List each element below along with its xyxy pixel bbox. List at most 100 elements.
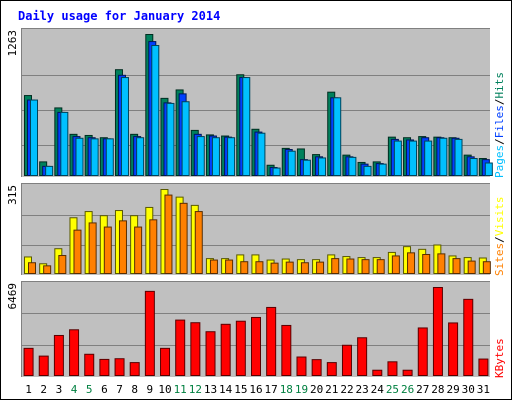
bar-pages-day-21 bbox=[333, 97, 342, 176]
x-tick-day-24: 24 bbox=[371, 383, 385, 396]
bar-kbytes-day-30 bbox=[463, 298, 474, 376]
bar-sites-day-22 bbox=[346, 258, 355, 275]
panel-1-ylabel: Pages/Files/Hits bbox=[493, 72, 506, 178]
bar-sites-day-7 bbox=[118, 220, 127, 274]
bar-pages-day-18 bbox=[287, 150, 296, 177]
x-tick-day-5: 5 bbox=[86, 383, 93, 396]
bar-pages-day-30 bbox=[469, 158, 478, 176]
bar-sites-day-17 bbox=[270, 262, 279, 275]
bar-pages-day-22 bbox=[348, 156, 357, 177]
bar-kbytes-day-21 bbox=[326, 362, 337, 377]
bar-sites-day-12 bbox=[194, 211, 203, 274]
panel-2-ylabel-part: / bbox=[493, 236, 506, 243]
bar-kbytes-day-27 bbox=[417, 327, 428, 377]
bar-pages-day-15 bbox=[242, 77, 251, 176]
series-sites bbox=[28, 194, 491, 275]
bar-kbytes-day-28 bbox=[432, 287, 443, 376]
bar-pages-day-6 bbox=[105, 138, 114, 176]
bar-sites-day-11 bbox=[179, 202, 188, 274]
bar-kbytes-day-14 bbox=[220, 323, 231, 377]
bar-pages-day-16 bbox=[257, 132, 266, 176]
bar-pages-day-11 bbox=[181, 101, 190, 176]
bar-kbytes-day-13 bbox=[205, 331, 216, 377]
bar-sites-day-28 bbox=[437, 253, 446, 274]
panel-1-ymax-label: 1263 bbox=[6, 30, 19, 57]
x-tick-day-12: 12 bbox=[189, 383, 202, 396]
bar-pages-day-24 bbox=[378, 163, 387, 176]
x-tick-day-18: 18 bbox=[280, 383, 293, 396]
bar-sites-day-3 bbox=[58, 255, 67, 275]
bar-sites-day-4 bbox=[73, 229, 82, 274]
bar-kbytes-day-15 bbox=[235, 320, 246, 376]
x-tick-day-26: 26 bbox=[401, 383, 414, 396]
panel-2-ylabel-part: Sites bbox=[493, 243, 506, 276]
bar-sites-day-24 bbox=[376, 259, 385, 274]
bar-pages-day-17 bbox=[272, 167, 281, 177]
x-tick-day-21: 21 bbox=[325, 383, 338, 396]
bar-kbytes-day-31 bbox=[478, 358, 489, 377]
bar-pages-day-12 bbox=[196, 136, 205, 177]
bar-sites-day-2 bbox=[43, 265, 52, 275]
x-tick-day-30: 30 bbox=[462, 383, 475, 396]
x-tick-day-16: 16 bbox=[249, 383, 262, 396]
x-tick-day-13: 13 bbox=[204, 383, 217, 396]
x-tick-day-9: 9 bbox=[147, 383, 154, 396]
bar-sites-day-29 bbox=[452, 258, 461, 274]
bar-kbytes-day-24 bbox=[372, 369, 383, 376]
bar-kbytes-day-25 bbox=[387, 361, 398, 377]
series-pages bbox=[30, 45, 493, 177]
bar-pages-day-31 bbox=[484, 162, 493, 177]
bar-pages-day-7 bbox=[120, 77, 129, 176]
panel-1-ylabel-part: / bbox=[493, 138, 506, 145]
panel-1-ylabel-part: Hits bbox=[493, 72, 506, 99]
panel-3-ylabel-part: KBytes bbox=[493, 338, 506, 378]
x-tick-day-17: 17 bbox=[265, 383, 278, 396]
bar-sites-day-18 bbox=[285, 261, 294, 275]
bar-pages-day-2 bbox=[45, 165, 54, 177]
bar-kbytes-day-16 bbox=[251, 316, 261, 376]
bar-kbytes-day-8 bbox=[129, 362, 140, 377]
x-tick-day-14: 14 bbox=[219, 383, 233, 396]
bar-sites-day-5 bbox=[88, 222, 97, 275]
bar-pages-day-20 bbox=[318, 157, 327, 176]
bar-kbytes-day-5 bbox=[84, 353, 95, 377]
bar-sites-day-15 bbox=[240, 261, 249, 275]
bar-pages-day-10 bbox=[166, 102, 175, 176]
x-tick-day-4: 4 bbox=[71, 383, 78, 396]
series-kbytes bbox=[23, 287, 489, 377]
bar-pages-day-13 bbox=[211, 137, 220, 176]
bar-pages-day-28 bbox=[439, 137, 448, 177]
bar-pages-day-3 bbox=[60, 111, 69, 176]
x-tick-day-20: 20 bbox=[310, 383, 323, 396]
bar-sites-day-19 bbox=[300, 262, 309, 275]
chart-title: Daily usage for January 2014 bbox=[18, 9, 220, 23]
panel-2-ylabel: Sites/Visits bbox=[493, 197, 506, 277]
x-tick-day-3: 3 bbox=[56, 383, 63, 396]
bar-kbytes-day-1 bbox=[23, 347, 34, 376]
x-tick-day-23: 23 bbox=[356, 383, 369, 396]
bar-pages-day-1 bbox=[30, 99, 38, 176]
bar-kbytes-day-9 bbox=[144, 290, 155, 376]
bar-kbytes-day-20 bbox=[311, 359, 322, 376]
panel-1-ylabel-part: Pages bbox=[493, 145, 506, 178]
panel-3-ylabel: KBytes bbox=[493, 338, 506, 378]
bar-pages-day-27 bbox=[424, 140, 433, 176]
bar-sites-day-25 bbox=[391, 255, 400, 274]
bar-sites-day-23 bbox=[361, 259, 370, 274]
bar-kbytes-day-17 bbox=[266, 306, 277, 376]
panel-2-ylabel-part: Visits bbox=[493, 197, 506, 237]
panel-2-ymax-label: 315 bbox=[6, 185, 19, 205]
x-tick-day-6: 6 bbox=[101, 383, 108, 396]
bar-pages-day-14 bbox=[227, 137, 236, 176]
bar-kbytes-day-26 bbox=[402, 369, 413, 376]
x-tick-day-1: 1 bbox=[25, 383, 32, 396]
bar-pages-day-9 bbox=[151, 45, 160, 177]
x-tick-day-7: 7 bbox=[116, 383, 123, 396]
bar-sites-day-9 bbox=[149, 219, 158, 274]
bar-kbytes-day-2 bbox=[38, 355, 49, 377]
bar-pages-day-19 bbox=[302, 159, 311, 176]
bar-sites-day-20 bbox=[316, 261, 325, 275]
x-tick-day-29: 29 bbox=[446, 383, 459, 396]
x-tick-day-28: 28 bbox=[431, 383, 444, 396]
